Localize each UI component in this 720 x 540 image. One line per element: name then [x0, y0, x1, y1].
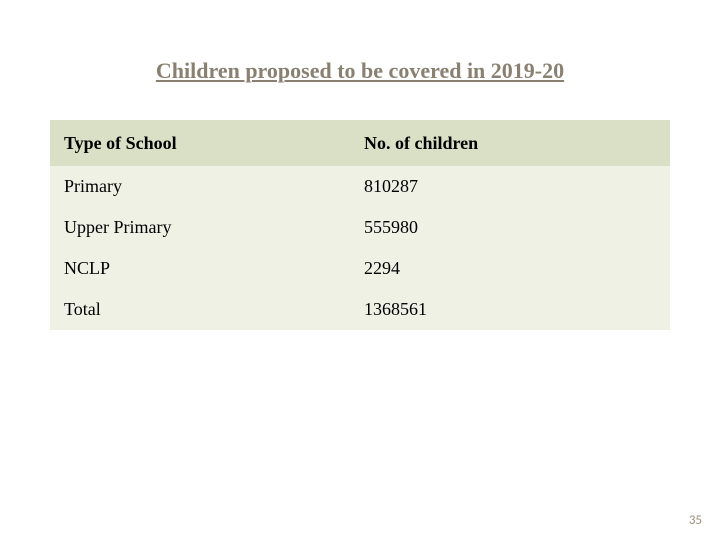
- page-number: 35: [689, 513, 702, 528]
- children-table: Type of School No. of children Primary 8…: [50, 120, 670, 330]
- cell-type: Total: [50, 289, 350, 330]
- cell-count: 555980: [350, 207, 670, 248]
- table-row: Total 1368561: [50, 289, 670, 330]
- table-row: Primary 810287: [50, 166, 670, 207]
- cell-type: Primary: [50, 166, 350, 207]
- cell-count: 810287: [350, 166, 670, 207]
- slide: Children proposed to be covered in 2019-…: [0, 0, 720, 540]
- cell-count: 2294: [350, 248, 670, 289]
- cell-type: NCLP: [50, 248, 350, 289]
- slide-title: Children proposed to be covered in 2019-…: [0, 58, 720, 84]
- col-header-type: Type of School: [50, 120, 350, 166]
- table-row: NCLP 2294: [50, 248, 670, 289]
- table-row: Upper Primary 555980: [50, 207, 670, 248]
- cell-type: Upper Primary: [50, 207, 350, 248]
- col-header-count: No. of children: [350, 120, 670, 166]
- cell-count: 1368561: [350, 289, 670, 330]
- table-header-row: Type of School No. of children: [50, 120, 670, 166]
